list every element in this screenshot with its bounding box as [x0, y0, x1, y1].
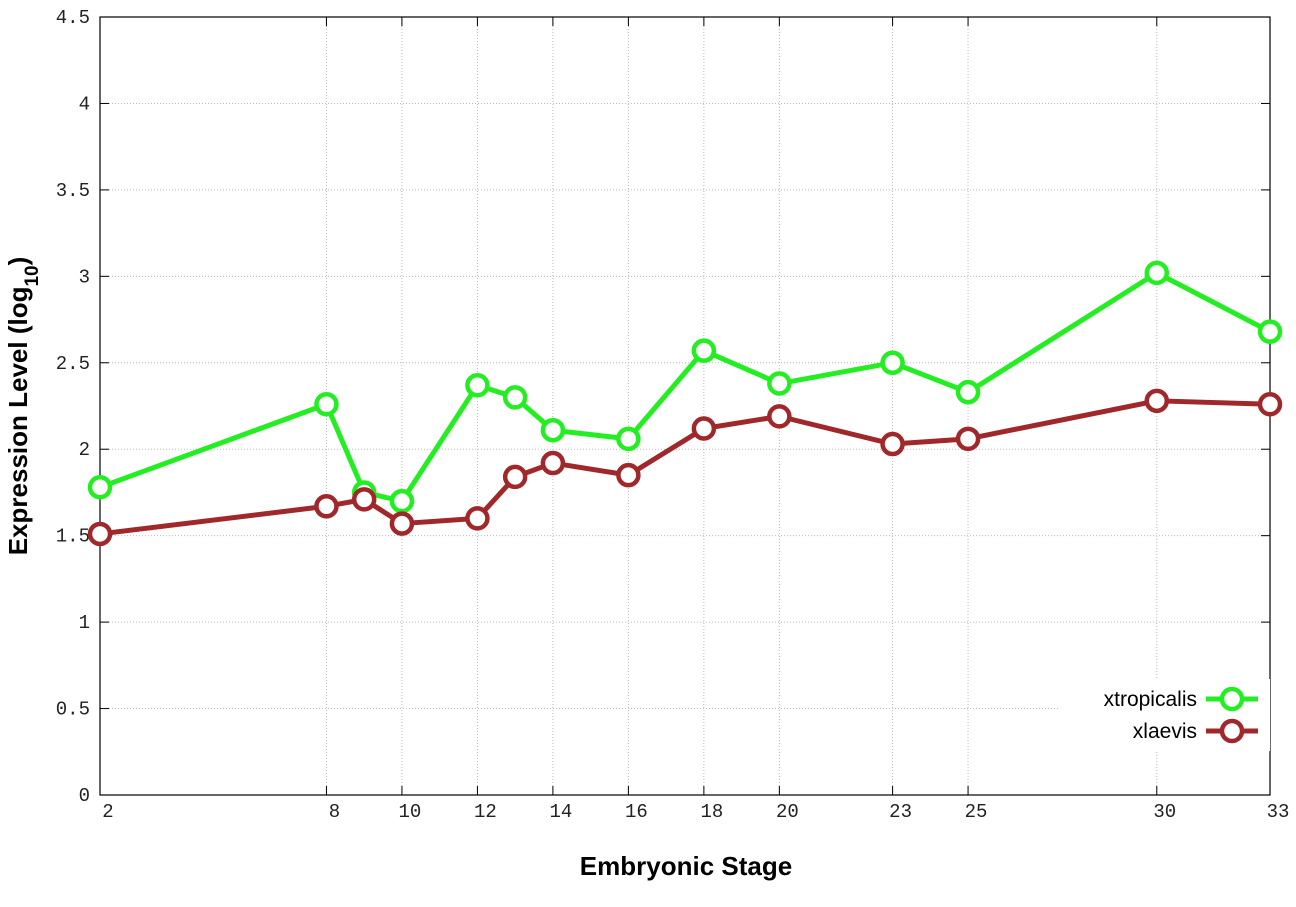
y-axis-label: Expression Level (log10): [3, 257, 43, 556]
data-point: [955, 426, 981, 452]
data-point: [767, 404, 792, 429]
data-point: [314, 392, 339, 417]
y-tick-label: 3.5: [56, 180, 90, 202]
data-point: [616, 426, 641, 452]
x-tick-label: 14: [549, 801, 572, 823]
data-point: [389, 488, 415, 514]
x-tick-label: 33: [1267, 801, 1290, 823]
y-tick-label: 4: [79, 93, 90, 115]
x-axis-label: Embryonic Stage: [580, 851, 792, 881]
data-point: [389, 511, 415, 536]
data-point: [87, 521, 113, 547]
data-point: [540, 450, 566, 476]
data-point: [955, 379, 981, 405]
legend-label: xlaevis: [1133, 720, 1197, 743]
x-tick-label: 23: [889, 801, 912, 823]
data-point: [880, 350, 905, 376]
x-tick-label: 25: [965, 801, 988, 823]
y-tick-label: 0.5: [56, 699, 90, 721]
y-tick-label: 0: [79, 785, 90, 807]
data-point: [1257, 319, 1283, 344]
data-point: [351, 487, 377, 512]
y-tick-label: 2.5: [56, 353, 90, 375]
data-point: [540, 417, 566, 443]
data-point: [691, 338, 717, 363]
y-tick-label: 1.5: [56, 526, 90, 548]
series-line: [99, 270, 1272, 504]
data-point: [616, 462, 641, 488]
data-point: [87, 475, 113, 500]
data-point: [1144, 260, 1170, 286]
data-point: [465, 373, 490, 398]
x-tick-label: 20: [776, 801, 799, 823]
x-tick-label: 18: [700, 801, 723, 823]
legend-marker: [1219, 686, 1245, 712]
legend-marker: [1219, 718, 1245, 744]
y-tick-label: 3: [79, 266, 90, 288]
data-point: [880, 431, 905, 457]
data-point: [502, 385, 528, 410]
x-tick-label: 12: [474, 801, 497, 823]
data-point: [691, 416, 717, 441]
y-tick-label: 1: [79, 612, 90, 634]
plot-frame: [99, 16, 1271, 796]
grid: [99, 16, 1271, 796]
y-tick-label: 2: [79, 439, 90, 461]
legend-label: xtropicalis: [1104, 688, 1197, 711]
data-point: [1257, 392, 1283, 417]
data-point: [314, 494, 339, 519]
data-point: [502, 464, 528, 490]
x-tick-label: 30: [1153, 801, 1176, 823]
x-tick-label: 10: [399, 801, 422, 823]
x-tick-label: 8: [329, 801, 340, 823]
data-point: [1144, 388, 1170, 414]
data-point: [465, 506, 490, 531]
x-tick-label: 2: [102, 801, 113, 823]
y-tick-label: 4.5: [56, 7, 90, 29]
data-point: [767, 371, 792, 396]
x-tick-label: 16: [625, 801, 648, 823]
